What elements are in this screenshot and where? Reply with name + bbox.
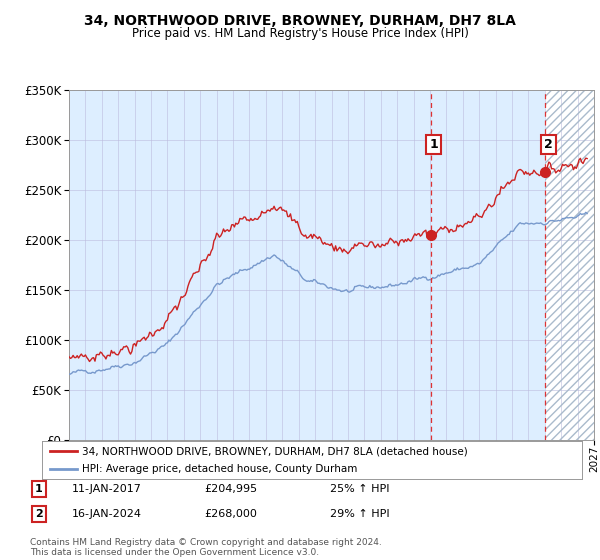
Text: 34, NORTHWOOD DRIVE, BROWNEY, DURHAM, DH7 8LA (detached house): 34, NORTHWOOD DRIVE, BROWNEY, DURHAM, DH… [83, 446, 468, 456]
Text: 1: 1 [430, 138, 438, 151]
Text: Price paid vs. HM Land Registry's House Price Index (HPI): Price paid vs. HM Land Registry's House … [131, 27, 469, 40]
Bar [545, 90, 594, 440]
Text: 2: 2 [35, 509, 43, 519]
Text: £268,000: £268,000 [204, 509, 257, 519]
Text: 1: 1 [35, 484, 43, 494]
Text: Contains HM Land Registry data © Crown copyright and database right 2024.
This d: Contains HM Land Registry data © Crown c… [30, 538, 382, 557]
Text: 2: 2 [544, 138, 553, 151]
Bar [545, 90, 594, 440]
Text: 11-JAN-2017: 11-JAN-2017 [72, 484, 142, 494]
Text: 34, NORTHWOOD DRIVE, BROWNEY, DURHAM, DH7 8LA: 34, NORTHWOOD DRIVE, BROWNEY, DURHAM, DH… [84, 14, 516, 28]
Text: 29% ↑ HPI: 29% ↑ HPI [330, 509, 389, 519]
Text: 25% ↑ HPI: 25% ↑ HPI [330, 484, 389, 494]
Text: HPI: Average price, detached house, County Durham: HPI: Average price, detached house, Coun… [83, 464, 358, 474]
Text: £204,995: £204,995 [204, 484, 257, 494]
Text: 16-JAN-2024: 16-JAN-2024 [72, 509, 142, 519]
